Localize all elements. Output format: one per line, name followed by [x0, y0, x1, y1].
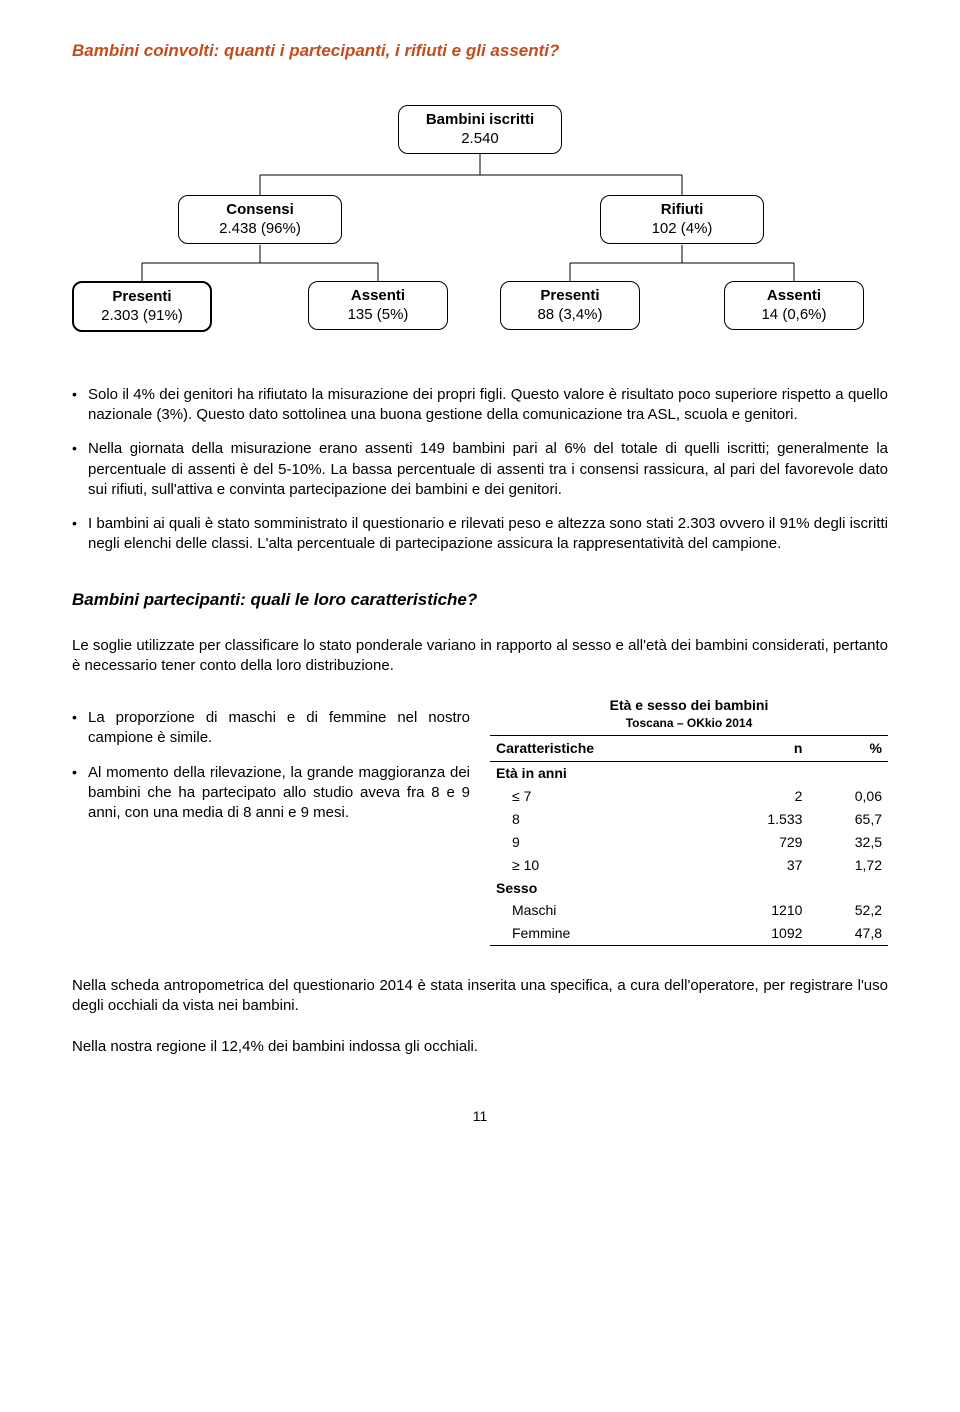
bullet-list-1: Solo il 4% dei genitori ha rifiutato la … — [72, 385, 888, 555]
node-value: 88 (3,4%) — [507, 305, 633, 325]
flowchart: Bambini iscritti 2.540 Consensi 2.438 (9… — [72, 103, 888, 373]
table-cell: 729 — [713, 831, 808, 854]
node-consensi: Consensi 2.438 (96%) — [178, 195, 342, 244]
right-column: Età e sesso dei bambini Toscana – OKkio … — [490, 696, 888, 946]
list-item: Nella giornata della misurazione erano a… — [72, 439, 888, 500]
node-label: Rifiuti — [607, 200, 757, 220]
bullet-list-2: La proporzione di maschi e di femmine ne… — [72, 708, 470, 823]
node-label: Bambini iscritti — [405, 110, 555, 130]
page-title: Bambini coinvolti: quanti i partecipanti… — [72, 40, 888, 63]
table-cell: Maschi — [490, 899, 713, 922]
table-cell: 1,72 — [808, 854, 888, 877]
paragraph: Le soglie utilizzate per classificare lo… — [72, 636, 888, 677]
table-cell: 8 — [490, 808, 713, 831]
table-cell: 52,2 — [808, 899, 888, 922]
two-column-layout: La proporzione di maschi e di femmine ne… — [72, 696, 888, 946]
node-root: Bambini iscritti 2.540 — [398, 105, 562, 154]
node-label: Assenti — [731, 286, 857, 306]
list-item: I bambini ai quali è stato somministrato… — [72, 514, 888, 555]
table-group-header: Età in anni — [490, 762, 888, 785]
list-item: La proporzione di maschi e di femmine ne… — [72, 708, 470, 749]
node-assenti-cons: Assenti 135 (5%) — [308, 281, 448, 330]
table-cell: Femmine — [490, 922, 713, 945]
node-value: 14 (0,6%) — [731, 305, 857, 325]
table-cell: 0,06 — [808, 785, 888, 808]
paragraph: Nella scheda antropometrica del question… — [72, 976, 888, 1017]
table-cell: 65,7 — [808, 808, 888, 831]
node-value: 2.540 — [405, 129, 555, 149]
node-label: Presenti — [80, 287, 204, 307]
table-cell: 2 — [713, 785, 808, 808]
node-presenti-cons: Presenti 2.303 (91%) — [72, 281, 212, 332]
list-item: Solo il 4% dei genitori ha rifiutato la … — [72, 385, 888, 426]
table-cell: ≤ 7 — [490, 785, 713, 808]
section-subtitle: Bambini partecipanti: quali le loro cara… — [72, 589, 888, 612]
node-value: 2.303 (91%) — [80, 306, 204, 326]
table-cell: 1092 — [713, 922, 808, 945]
table-header: % — [808, 736, 888, 762]
node-rifiuti: Rifiuti 102 (4%) — [600, 195, 764, 244]
list-item: Al momento della rilevazione, la grande … — [72, 763, 470, 824]
table-cell: 9 — [490, 831, 713, 854]
node-label: Consensi — [185, 200, 335, 220]
table-group-header: Sesso — [490, 877, 888, 900]
data-table: Caratteristiche n % Età in anni ≤ 7 2 0,… — [490, 735, 888, 946]
node-label: Assenti — [315, 286, 441, 306]
table-cell: ≥ 10 — [490, 854, 713, 877]
table-cell: 47,8 — [808, 922, 888, 945]
node-label: Presenti — [507, 286, 633, 306]
table-header: Caratteristiche — [490, 736, 713, 762]
table-cell: 37 — [713, 854, 808, 877]
node-assenti-rif: Assenti 14 (0,6%) — [724, 281, 864, 330]
left-column: La proporzione di maschi e di femmine ne… — [72, 696, 470, 837]
page-number: 11 — [72, 1107, 888, 1126]
table-cell: 32,5 — [808, 831, 888, 854]
table-header: n — [713, 736, 808, 762]
node-value: 135 (5%) — [315, 305, 441, 325]
node-presenti-rif: Presenti 88 (3,4%) — [500, 281, 640, 330]
node-value: 102 (4%) — [607, 219, 757, 239]
table-wrapper: Età e sesso dei bambini Toscana – OKkio … — [490, 696, 888, 946]
paragraph: Nella nostra regione il 12,4% dei bambin… — [72, 1037, 888, 1057]
table-title: Età e sesso dei bambini — [490, 696, 888, 715]
node-value: 2.438 (96%) — [185, 219, 335, 239]
table-cell: 1210 — [713, 899, 808, 922]
table-subtitle: Toscana – OKkio 2014 — [490, 715, 888, 731]
table-cell: 1.533 — [713, 808, 808, 831]
